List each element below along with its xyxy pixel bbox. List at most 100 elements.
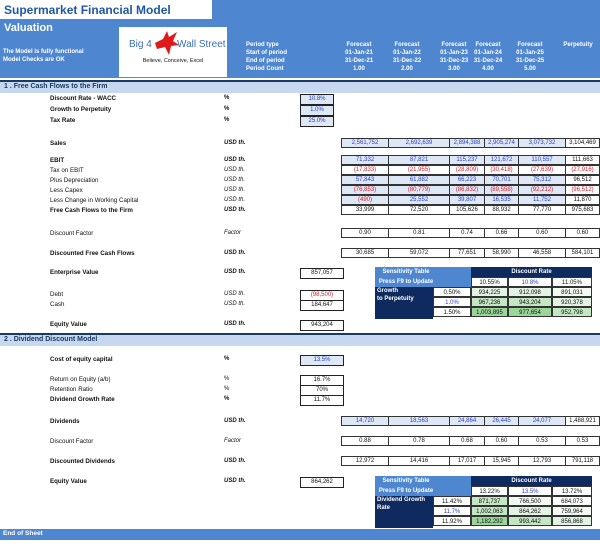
- cell[interactable]: 110,557: [519, 155, 566, 165]
- cell[interactable]: 111,663: [566, 155, 600, 165]
- cell[interactable]: 30,685: [341, 248, 389, 258]
- cost-equity-input[interactable]: 13.5%: [300, 355, 344, 366]
- sens-col: 10.55%: [471, 277, 508, 287]
- cell[interactable]: 33,999: [341, 205, 389, 215]
- cell[interactable]: 46,558: [519, 248, 566, 258]
- cell[interactable]: 0.66: [485, 228, 519, 238]
- cell[interactable]: 26,445: [485, 416, 519, 426]
- fcff-total-label: Free Cash Flows to the Firm: [50, 207, 133, 214]
- cell[interactable]: 975,683: [566, 205, 600, 215]
- cell[interactable]: 0.60: [566, 228, 600, 238]
- cell[interactable]: 105,626: [450, 205, 485, 215]
- cell[interactable]: 12,972: [341, 456, 389, 466]
- cell[interactable]: 77,651: [450, 248, 485, 258]
- cell[interactable]: 66,223: [450, 175, 485, 185]
- cell[interactable]: (86,832): [450, 185, 485, 195]
- cell[interactable]: 2,692,639: [389, 138, 450, 148]
- cell[interactable]: 61,882: [389, 175, 450, 185]
- cell[interactable]: 77,770: [519, 205, 566, 215]
- sens-row-label: 11.42%: [433, 496, 471, 506]
- cell[interactable]: 75,312: [519, 175, 566, 185]
- cell[interactable]: 24,864: [450, 416, 485, 426]
- cell[interactable]: (17,833): [341, 165, 389, 175]
- cell[interactable]: 0.53: [566, 436, 600, 446]
- sensitivity-table-ddm: Sensitivity Table Press F9 to Update Dis…: [375, 476, 592, 528]
- growth-perpetuity-input[interactable]: 1.0%: [300, 105, 334, 116]
- cell[interactable]: (30,418): [485, 165, 519, 175]
- cell[interactable]: 71,332: [341, 155, 389, 165]
- cell[interactable]: 2,905,274: [485, 138, 519, 148]
- cell[interactable]: (27,639): [519, 165, 566, 175]
- cell[interactable]: 39,807: [450, 195, 485, 205]
- cell[interactable]: 3,073,732: [519, 138, 566, 148]
- cell[interactable]: 0.60: [485, 436, 519, 446]
- cell[interactable]: 584,101: [566, 248, 600, 258]
- cell[interactable]: 18,563: [389, 416, 450, 426]
- cell[interactable]: 57,843: [341, 175, 389, 185]
- sens-cell: 967,236: [471, 297, 508, 307]
- dividends-unit: USD th.: [224, 418, 246, 424]
- cell[interactable]: 16,535: [485, 195, 519, 205]
- cell[interactable]: 2,894,388: [450, 138, 485, 148]
- cell[interactable]: 15,945: [485, 456, 519, 466]
- enterprise-value[interactable]: 857,057: [300, 268, 344, 279]
- sens-cell: 759,964: [552, 506, 592, 516]
- div-growth-value[interactable]: 11.7%: [300, 395, 344, 406]
- cell[interactable]: (28,809): [450, 165, 485, 175]
- sens-cell: 871,737: [471, 496, 508, 506]
- cell[interactable]: (490): [341, 195, 389, 205]
- period-count-label: Period Count: [246, 66, 284, 72]
- cell[interactable]: (21,955): [389, 165, 450, 175]
- cell[interactable]: 59,072: [389, 248, 450, 258]
- wacc-input[interactable]: 10.8%: [300, 94, 334, 105]
- cell[interactable]: 25,552: [389, 195, 450, 205]
- cell[interactable]: 3,104,469: [566, 138, 600, 148]
- cell[interactable]: 0.90: [341, 228, 389, 238]
- cell[interactable]: 0.81: [389, 228, 450, 238]
- cell[interactable]: (89,558): [485, 185, 519, 195]
- period-count: 5.00: [524, 66, 536, 72]
- cell[interactable]: 0.74: [450, 228, 485, 238]
- cell[interactable]: 17,017: [450, 456, 485, 466]
- cell[interactable]: 12,793: [519, 456, 566, 466]
- cell[interactable]: 121,672: [485, 155, 519, 165]
- cell[interactable]: (76,853): [341, 185, 389, 195]
- sens-cell: 977,654: [508, 307, 552, 317]
- logo-text-left: Big 4: [129, 39, 152, 50]
- cell[interactable]: 0.88: [341, 436, 389, 446]
- cell[interactable]: 1,488,921: [566, 416, 600, 426]
- cell[interactable]: 88,932: [485, 205, 519, 215]
- cell[interactable]: 70,701: [485, 175, 519, 185]
- cell[interactable]: 0.60: [519, 228, 566, 238]
- cell[interactable]: 0.68: [450, 436, 485, 446]
- cell[interactable]: 96,512: [566, 175, 600, 185]
- section-fcff-header: 1 . Free Cash Flows to the Firm: [0, 80, 600, 93]
- cell[interactable]: 87,821: [389, 155, 450, 165]
- cell[interactable]: 14,416: [389, 456, 450, 466]
- cell[interactable]: 11,752: [519, 195, 566, 205]
- sens-row-label: 0.50%: [433, 287, 471, 297]
- equity-value[interactable]: 943,204: [300, 320, 344, 331]
- cell[interactable]: 58,990: [485, 248, 519, 258]
- sens-cell: 934,225: [471, 287, 508, 297]
- tax-rate-input[interactable]: 25.0%: [300, 116, 334, 127]
- cell[interactable]: 11,870: [566, 195, 600, 205]
- cell[interactable]: 14,720: [341, 416, 389, 426]
- cell[interactable]: 24,077: [519, 416, 566, 426]
- sens-cell: 1,003,895: [471, 307, 508, 317]
- cash-value[interactable]: 184,647: [300, 300, 344, 311]
- cell[interactable]: (96,512): [566, 185, 600, 195]
- cell[interactable]: (27,916): [566, 165, 600, 175]
- cell[interactable]: 2,561,752: [341, 138, 389, 148]
- period-type: Forecast: [475, 42, 501, 48]
- ddm-discount-factor-label: Discount Factor: [50, 438, 94, 445]
- cell[interactable]: (80,779): [389, 185, 450, 195]
- cell[interactable]: 0.53: [519, 436, 566, 446]
- cell[interactable]: 791,118: [566, 456, 600, 466]
- ddm-equity-value[interactable]: 864,262: [300, 477, 344, 488]
- cell[interactable]: 72,520: [389, 205, 450, 215]
- cell[interactable]: 0.78: [389, 436, 450, 446]
- cell[interactable]: 115,237: [450, 155, 485, 165]
- cell[interactable]: (92,212): [519, 185, 566, 195]
- cost-equity-unit: %: [224, 356, 230, 362]
